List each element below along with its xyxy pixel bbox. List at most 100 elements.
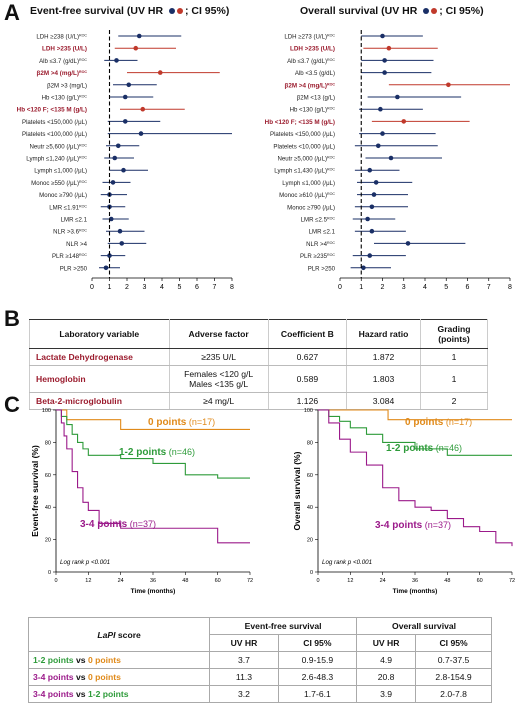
coefficient: 1.126 xyxy=(267,392,348,410)
table-row: 3-4 points vs 1-2 points 3.2 1.7-6.1 3.9… xyxy=(27,685,492,703)
hr-point xyxy=(386,45,392,51)
x-tick-label: 7 xyxy=(213,284,217,291)
hr-point xyxy=(126,82,132,88)
row-label: NLR >4 xyxy=(66,241,87,248)
navy-dot-icon xyxy=(423,8,430,15)
hr-point xyxy=(446,82,451,88)
panel-letter-c: C xyxy=(4,392,20,417)
hr-point xyxy=(382,70,387,75)
efs-hr: 11.3 xyxy=(209,668,279,686)
row-label: β2M >4 (mg/L)ROC xyxy=(284,82,335,89)
row-label: Neutr ≥5,600 (/μL)ROC xyxy=(29,143,87,150)
hr-point xyxy=(369,228,375,234)
hr-point xyxy=(119,241,125,246)
os-hr: 20.8 xyxy=(356,668,417,686)
row-label: LDH ≥238 (U/L)ROC xyxy=(36,34,87,41)
y-tick-label: 40 xyxy=(45,505,51,511)
red-dot-icon xyxy=(431,8,438,15)
comparison: 3-4 points vs 1-2 points xyxy=(27,685,211,703)
hr-point xyxy=(117,228,123,234)
x-tick-label: 12 xyxy=(347,578,353,584)
col-header: Coefficient B xyxy=(267,319,348,349)
row-label: LDH >235 (U/L) xyxy=(42,46,87,53)
x-tick-label: 12 xyxy=(85,578,91,584)
x-tick-label: 60 xyxy=(477,578,483,584)
points: 1 xyxy=(420,365,488,393)
lapi-score-table: Laboratory variable Adverse factor Coeff… xyxy=(29,319,488,410)
x-tick-label: 36 xyxy=(412,578,418,584)
hr-point xyxy=(122,94,128,100)
adverse-factor: ≥235 U/L xyxy=(168,348,269,366)
x-tick-label: 24 xyxy=(118,578,124,584)
log-rank-annotation: Log rank p <0.001 xyxy=(322,559,372,566)
row-label: LMR ≤1.91ROC xyxy=(49,204,87,211)
col-header: UV HR xyxy=(209,634,279,652)
row-label: PLR ≥148ROC xyxy=(52,253,87,260)
x-tick-label: 8 xyxy=(508,284,512,291)
red-dot-icon xyxy=(176,8,183,15)
hr-point xyxy=(122,119,128,124)
row-label: Platelets <150,000 (/μL) xyxy=(270,131,335,138)
x-tick-label: 6 xyxy=(466,284,470,291)
navy-dot-icon xyxy=(168,8,175,15)
efs-group-header: Event-free survival xyxy=(209,617,358,635)
y-axis-label: Overall survival (%) xyxy=(292,451,302,530)
hr-comparison-table: LaPI score Event-free survival Overall s… xyxy=(27,617,492,703)
x-tick-label: 60 xyxy=(215,578,221,584)
y-tick-label: 80 xyxy=(307,440,313,446)
col-header: Laboratory variable xyxy=(29,319,170,349)
row-label: β2M <13 (g/L) xyxy=(297,95,335,102)
row-label: Monoc ≥790 (/μL) xyxy=(39,192,87,199)
hr-point xyxy=(138,131,144,136)
table-row: Hemoglobin Females <120 g/L Males <135 g/… xyxy=(29,365,488,393)
y-tick-label: 100 xyxy=(42,408,51,414)
table-row: Beta-2-microglobulin ≥4 mg/L 1.126 3.084… xyxy=(29,392,488,410)
hr-point xyxy=(388,155,394,161)
x-tick-label: 1 xyxy=(108,284,112,291)
x-tick-label: 5 xyxy=(178,284,182,291)
y-axis-label: Event-free survival (%) xyxy=(30,445,40,537)
row-label: Hb <130 (g/L)ROC xyxy=(290,107,336,114)
series-label: 1-2 points (n=46) xyxy=(119,447,195,458)
row-label: PLR >250 xyxy=(60,265,88,272)
hr-point xyxy=(365,216,370,222)
x-tick-label: 3 xyxy=(143,284,147,291)
efs-hr: 3.2 xyxy=(209,685,279,703)
hr-point xyxy=(380,131,385,136)
row-label: LMR ≤2.1 xyxy=(309,229,336,236)
series-label: 3-4 points (n=37) xyxy=(80,519,156,530)
panel-letter-a: A xyxy=(4,0,20,25)
forest-plot-os: LDH ≥273 (U/L)ROC LDH >235 (U/L) Alb ≤3.7 … xyxy=(265,30,512,291)
x-tick-label: 0 xyxy=(338,284,342,291)
hr-point xyxy=(108,216,114,222)
x-tick-label: 0 xyxy=(90,284,94,291)
points: 2 xyxy=(420,392,488,410)
hr-point xyxy=(133,45,139,51)
col-header: CI 95% xyxy=(415,634,492,652)
x-tick-label: 72 xyxy=(509,578,515,584)
km-curve xyxy=(56,409,250,544)
row-label: PLR >250 xyxy=(308,265,336,272)
panel-letter-b: B xyxy=(4,306,20,331)
hr-point xyxy=(121,167,126,173)
os-group-header: Overall survival xyxy=(356,617,492,635)
x-tick-label: 7 xyxy=(487,284,491,291)
os-ci: 0.7-37.5 xyxy=(415,651,492,669)
x-tick-label: 48 xyxy=(182,578,188,584)
x-tick-label: 0 xyxy=(54,578,57,584)
score-header: LaPI score xyxy=(27,617,211,652)
efs-ci: 0.9-15.9 xyxy=(277,651,358,669)
y-tick-label: 20 xyxy=(307,538,313,544)
hazard-ratio: 1.872 xyxy=(346,348,421,366)
hr-point xyxy=(110,180,116,185)
row-label: Platelets <100,000 (/μL) xyxy=(22,131,87,138)
x-tick-label: 36 xyxy=(150,578,156,584)
hr-point xyxy=(380,33,385,39)
row-label: Alb ≤3.7 (g/dL)ROC xyxy=(287,58,335,65)
row-label: Hb <130 (g/L)ROC xyxy=(42,95,88,102)
variable-name: Beta-2-microglobulin xyxy=(29,392,170,410)
y-tick-label: 60 xyxy=(307,473,313,479)
x-tick-label: 0 xyxy=(316,578,319,584)
table-row: 1-2 points vs 0 points 3.7 0.9-15.9 4.9 … xyxy=(27,651,492,669)
hr-point xyxy=(140,106,146,112)
